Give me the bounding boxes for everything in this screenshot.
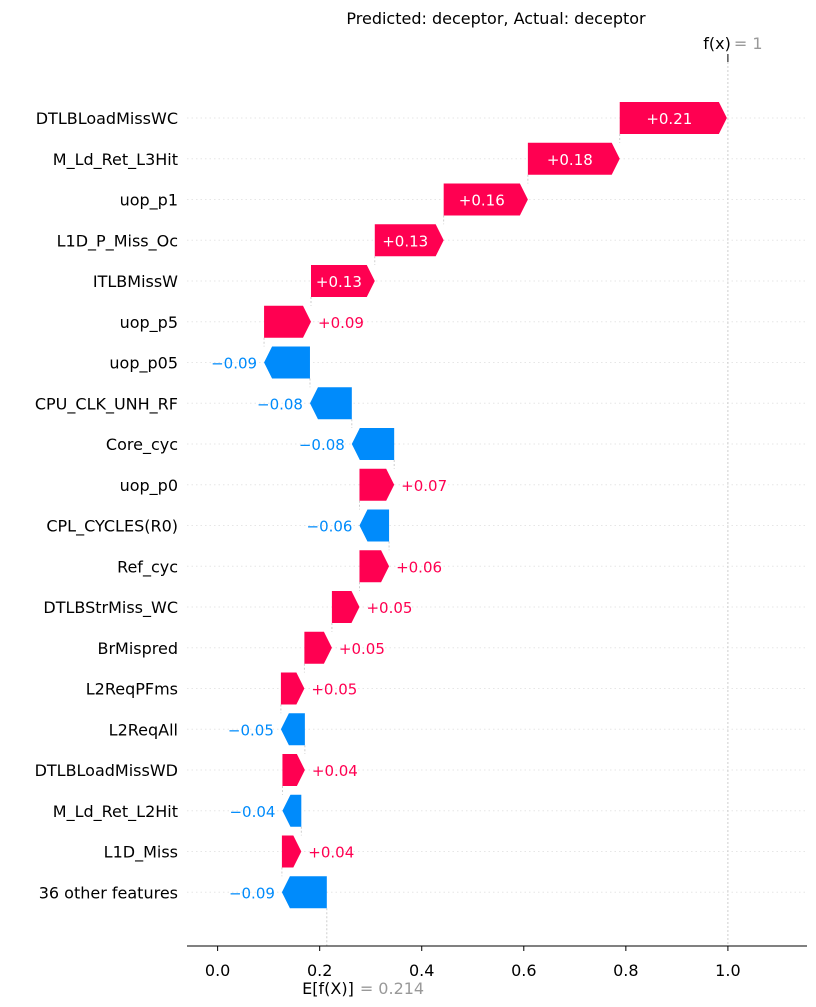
bar-negative bbox=[309, 387, 352, 420]
bar-positive bbox=[264, 305, 311, 338]
feature-label: L1D_P_Miss_Oc bbox=[57, 231, 178, 251]
connector-lines bbox=[263, 54, 729, 946]
feature-label: uop_p0 bbox=[120, 476, 178, 496]
value-label: +0.05 bbox=[339, 640, 385, 658]
bar-positive bbox=[304, 631, 332, 664]
feature-labels: DTLBLoadMissWC M_Ld_Ret_L3Hit uop_p1 L1D_P_… bbox=[35, 109, 179, 902]
feature-label: M_Ld_Ret_L2Hit bbox=[53, 802, 178, 822]
feature-label: Core_cyc bbox=[106, 435, 178, 455]
x-tick-label: 0.6 bbox=[511, 961, 536, 980]
x-tick-label: 0.0 bbox=[205, 961, 230, 980]
feature-label: uop_p05 bbox=[109, 354, 178, 374]
chart-title: Predicted: deceptor, Actual: deceptor bbox=[346, 9, 646, 28]
value-label: +0.21 bbox=[646, 110, 692, 128]
value-label: +0.09 bbox=[318, 314, 364, 332]
value-label: −0.09 bbox=[229, 884, 275, 902]
bar-positive bbox=[359, 468, 395, 501]
bar-positive bbox=[331, 591, 360, 623]
x-tick-label: 1.0 bbox=[715, 961, 740, 980]
fx-value: = 1 bbox=[734, 34, 763, 53]
value-label: −0.09 bbox=[211, 355, 257, 373]
efx-value: = 0.214 bbox=[360, 979, 424, 998]
bar-positive bbox=[443, 183, 528, 216]
value-label: +0.04 bbox=[312, 762, 358, 780]
feature-label: L2ReqAll bbox=[109, 720, 178, 739]
efx-label: E[f(X)] bbox=[302, 979, 354, 998]
bar-positive bbox=[282, 754, 305, 786]
value-label: +0.07 bbox=[401, 477, 447, 495]
value-label: −0.04 bbox=[229, 803, 275, 821]
bar-negative bbox=[359, 509, 390, 542]
value-label: −0.08 bbox=[299, 436, 345, 454]
x-tick-label: 0.2 bbox=[307, 961, 332, 980]
value-label: +0.18 bbox=[547, 151, 593, 169]
bars bbox=[264, 102, 727, 909]
feature-label: L1D_Miss bbox=[104, 843, 178, 863]
feature-label: uop_p1 bbox=[120, 191, 178, 211]
value-label: +0.06 bbox=[396, 558, 442, 576]
value-label: +0.05 bbox=[311, 681, 357, 699]
bar-positive bbox=[311, 265, 375, 297]
feature-label: DTLBLoadMissWC bbox=[36, 109, 178, 128]
value-label: −0.05 bbox=[228, 721, 274, 739]
bar-negative bbox=[264, 346, 310, 379]
x-axis: 0.0 0.2 0.4 0.6 0.8 1.0 bbox=[187, 945, 807, 980]
feature-label: 36 other features bbox=[39, 883, 178, 902]
value-label: −0.08 bbox=[257, 395, 303, 413]
bar-positive bbox=[281, 835, 302, 868]
gridlines bbox=[187, 117, 807, 893]
feature-label: DTLBStrMiss_WC bbox=[43, 598, 178, 618]
feature-label: uop_p5 bbox=[120, 313, 178, 333]
value-label: +0.04 bbox=[308, 844, 354, 862]
annotations: f(x) = 1 E[f(X)] = 0.214 bbox=[302, 34, 762, 998]
bar-positive bbox=[374, 224, 444, 257]
value-label: +0.13 bbox=[316, 273, 362, 291]
value-label: −0.06 bbox=[307, 518, 353, 536]
value-label: +0.13 bbox=[382, 232, 428, 250]
fx-label: f(x) bbox=[703, 34, 731, 53]
feature-label: DTLBLoadMissWD bbox=[35, 761, 178, 780]
value-label: +0.16 bbox=[459, 192, 505, 210]
bar-positive bbox=[619, 102, 727, 134]
feature-label: BrMispred bbox=[97, 639, 178, 658]
bar-negative bbox=[280, 713, 305, 746]
bar-negative bbox=[351, 428, 395, 460]
bar-positive bbox=[280, 672, 305, 705]
value-label: +0.05 bbox=[366, 599, 412, 617]
bar-negative bbox=[281, 876, 327, 909]
x-tick-label: 0.4 bbox=[409, 961, 434, 980]
bar-positive bbox=[359, 550, 390, 583]
feature-label: ITLBMissW bbox=[93, 272, 178, 291]
bar-negative bbox=[282, 794, 302, 827]
x-tick-label: 0.8 bbox=[613, 961, 638, 980]
bar-positive bbox=[527, 142, 620, 175]
feature-label: Ref_cyc bbox=[117, 557, 178, 577]
value-labels: +0.21 +0.18 +0.16 +0.13 +0.13 +0.09 −0.09 −0.08… bbox=[211, 110, 692, 902]
feature-label: M_Ld_Ret_L3Hit bbox=[53, 150, 178, 170]
feature-label: CPL_CYCLES(R0) bbox=[46, 517, 178, 537]
feature-label: L2ReqPFms bbox=[86, 680, 178, 699]
feature-label: CPU_CLK_UNH_RF bbox=[35, 394, 178, 414]
